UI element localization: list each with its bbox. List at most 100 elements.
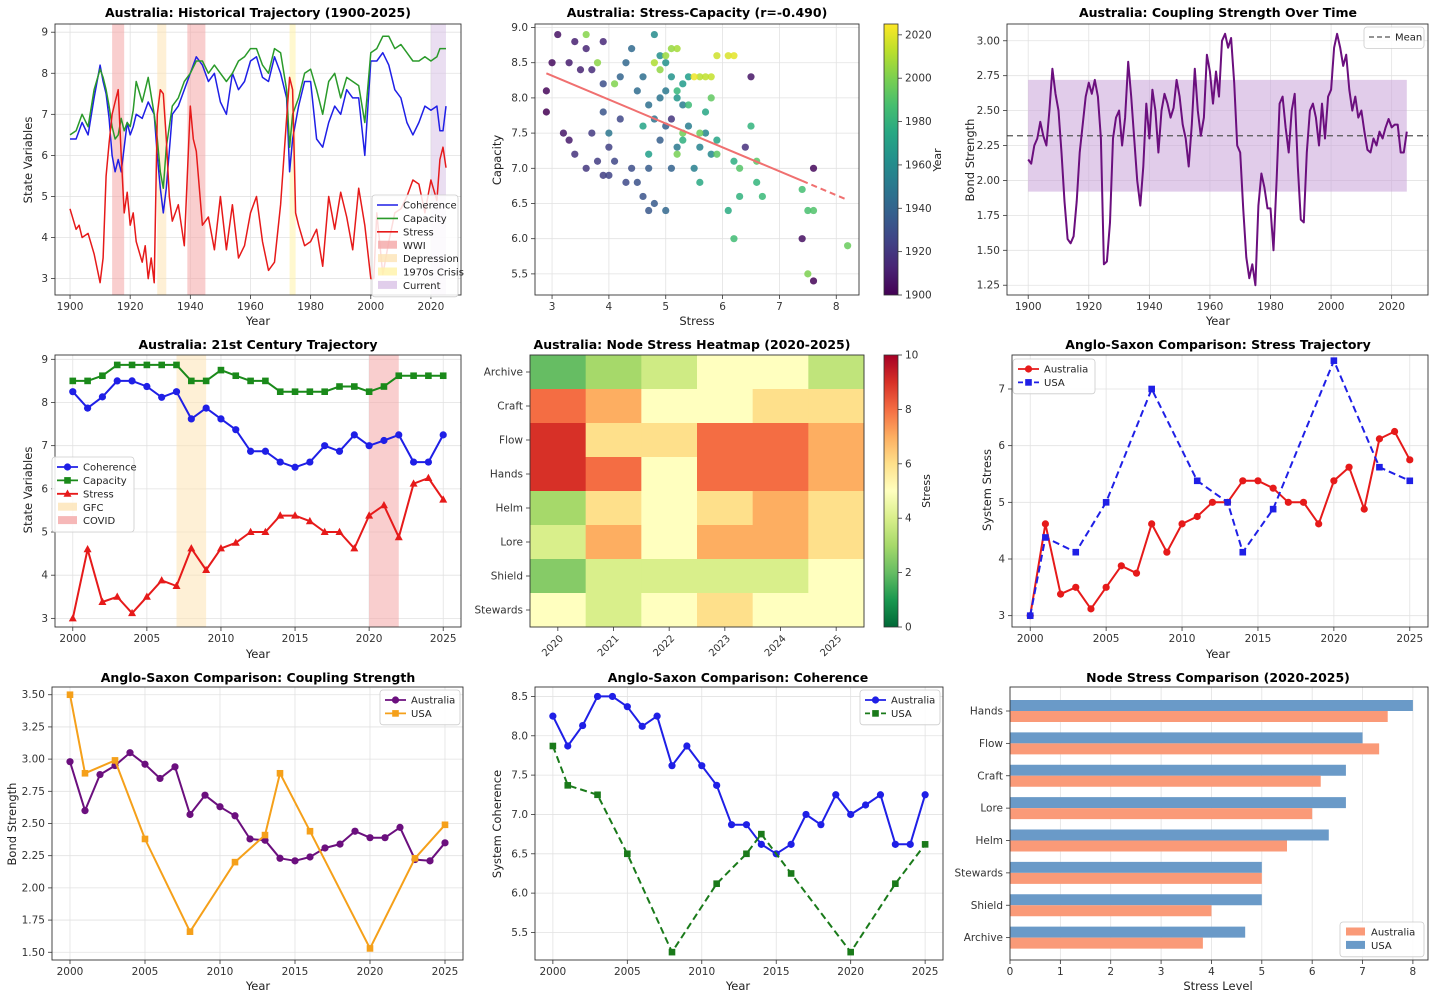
x-tick-label: 2000 — [59, 633, 86, 645]
x-tick-label: 7 — [1359, 966, 1366, 978]
data-point-coherence — [291, 463, 299, 471]
category-label: Stewards — [954, 867, 1003, 879]
x-tick-label: 4 — [606, 301, 613, 313]
x-tick-label: 2020 — [1378, 301, 1405, 313]
data-point-usa — [624, 850, 631, 858]
data-point-coherence — [83, 404, 92, 412]
heatmap-cell — [808, 525, 865, 560]
colorbar-tick-label: 2000 — [905, 73, 932, 85]
scatter-point — [656, 94, 664, 102]
panel-historical: Australia: Historical Trajectory (1900-2… — [21, 5, 464, 328]
legend-label: Coherence — [83, 463, 137, 474]
legend-marker — [63, 489, 72, 497]
x-tick-label: 2010 — [1169, 633, 1196, 645]
scatter-point — [684, 122, 693, 130]
bar-australia — [1010, 872, 1262, 884]
scatter-point — [571, 37, 579, 46]
scatter-point — [548, 59, 556, 67]
row-label: Helm — [495, 503, 523, 515]
scatter-point — [599, 80, 607, 88]
category-label: Flow — [979, 738, 1003, 750]
bar-australia — [1010, 905, 1212, 917]
data-point-australia — [713, 781, 721, 789]
scatter-point — [673, 150, 681, 158]
data-point-australia — [593, 692, 602, 701]
scatter-point — [673, 143, 681, 151]
data-point-coherence — [232, 426, 240, 434]
data-point-australia — [564, 742, 572, 750]
x-tick-label: 1900 — [1015, 301, 1042, 313]
scatter-point — [713, 136, 721, 144]
x-axis-label-stress-compare: Year — [1205, 647, 1231, 661]
x-tick-label: 1980 — [297, 301, 324, 313]
data-point-usa — [1042, 534, 1049, 541]
scatter-point — [736, 192, 744, 201]
data-point-australia — [1254, 477, 1262, 485]
y-tick-label: 9.0 — [511, 22, 528, 34]
colorbar-tick-label: 8 — [905, 404, 912, 416]
data-point-australia — [579, 721, 587, 730]
y-tick-label: 8.0 — [511, 730, 528, 742]
data-point-coherence — [395, 431, 403, 439]
y-tick-label: 6 — [41, 483, 48, 495]
data-point-stress — [365, 511, 374, 519]
data-point-coherence — [261, 447, 270, 455]
scatter-point — [616, 73, 624, 81]
scatter-point — [605, 171, 613, 179]
scatter-point — [724, 52, 732, 60]
data-point-australia — [727, 821, 736, 829]
data-point-usa — [1148, 385, 1155, 393]
category-label: Hands — [970, 706, 1003, 718]
heatmap-cell — [808, 491, 865, 526]
legend-swatch — [378, 254, 397, 263]
scatter-point — [628, 164, 636, 172]
data-point-stress — [216, 544, 225, 552]
data-point-australia — [426, 857, 434, 865]
y-tick-label: 7.5 — [511, 770, 528, 782]
legend-label: Current — [403, 281, 441, 292]
data-point-coherence — [439, 431, 447, 439]
data-point-coherence — [350, 431, 358, 439]
data-point-australia — [549, 712, 557, 720]
legend-label: Capacity — [83, 476, 127, 487]
data-point-australia — [1315, 520, 1323, 528]
bar-usa — [1010, 764, 1346, 776]
x-tick-label: 6 — [719, 301, 726, 313]
data-point-stress — [231, 538, 240, 546]
colorbar-label-heatmap: Stress — [920, 474, 933, 508]
data-point-stress — [202, 565, 211, 574]
y-tick-label: 3 — [41, 613, 48, 625]
heatmap-cell — [697, 593, 754, 628]
data-point-stress — [320, 527, 329, 536]
chart-title-coupling-compare: Anglo-Saxon Comparison: Coupling Strengt… — [101, 670, 416, 685]
data-point-australia — [802, 810, 810, 819]
scatter-point — [667, 45, 676, 53]
colorbar-tick-label: 2 — [905, 567, 912, 579]
heatmap-cell — [697, 525, 754, 560]
bar-australia — [1010, 743, 1380, 755]
y-tick-label: 1.75 — [22, 915, 45, 927]
data-point-australia — [742, 821, 751, 829]
data-point-usa — [411, 854, 419, 862]
y-axis-label-historical: State Variables — [21, 117, 35, 204]
data-point-australia — [1041, 520, 1050, 528]
data-point-australia — [336, 840, 344, 848]
data-point-capacity — [410, 372, 417, 380]
data-point-australia — [847, 810, 855, 819]
scatter-point — [639, 192, 647, 201]
scatter-point — [633, 87, 641, 95]
data-point-stress — [379, 500, 388, 509]
data-point-capacity — [173, 361, 180, 369]
data-point-capacity — [217, 366, 225, 374]
data-point-coherence — [276, 458, 284, 466]
legend-swatch — [378, 280, 397, 289]
data-point-australia — [1345, 463, 1353, 471]
scatter-point — [662, 206, 670, 215]
legend-label: Australia — [411, 696, 455, 707]
y-axis-label-century: State Variables — [21, 447, 35, 534]
panel-coupling-compare: Anglo-Saxon Comparison: Coupling Strengt… — [5, 670, 464, 993]
data-point-australia — [381, 834, 389, 842]
scatter-point — [684, 101, 693, 109]
data-point-stress — [261, 527, 270, 536]
y-tick-label: 3.00 — [22, 754, 45, 766]
